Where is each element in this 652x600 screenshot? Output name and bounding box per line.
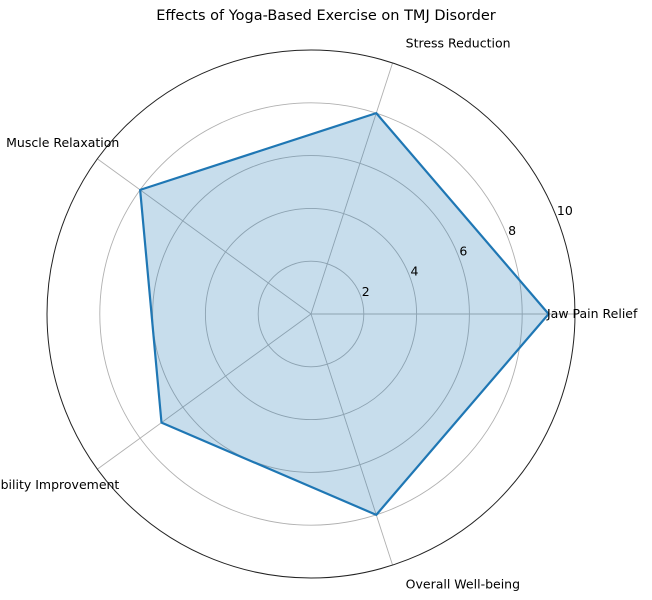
data-layer xyxy=(139,112,550,516)
labels: 2 4 6 8 10 Jaw Pain Relief Stress Reduction Mus… xyxy=(0,35,638,591)
r-tick-label: 4 xyxy=(411,264,419,279)
series-line-0 xyxy=(139,112,550,516)
category-label-2: Muscle Relaxation xyxy=(6,135,119,150)
r-tick-label: 6 xyxy=(459,243,467,258)
r-tick-label: 8 xyxy=(508,223,516,238)
spoke-2 xyxy=(97,158,312,315)
series-fill-0 xyxy=(140,113,549,515)
spoke-1 xyxy=(310,62,394,315)
r-tick-label: 2 xyxy=(362,284,370,299)
category-label-4: Overall Well-being xyxy=(406,577,520,592)
category-label-3: Mobility Improvement xyxy=(0,477,119,492)
outer-frame xyxy=(46,49,576,579)
chart-title: Effects of Yoga-Based Exercise on TMJ Di… xyxy=(156,8,496,24)
spoke-4 xyxy=(310,313,394,566)
category-label-1: Stress Reduction xyxy=(406,35,511,50)
spoke-3 xyxy=(97,313,312,470)
category-label-0: Jaw Pain Relief xyxy=(546,306,638,321)
r-tick-label: 10 xyxy=(557,203,573,218)
